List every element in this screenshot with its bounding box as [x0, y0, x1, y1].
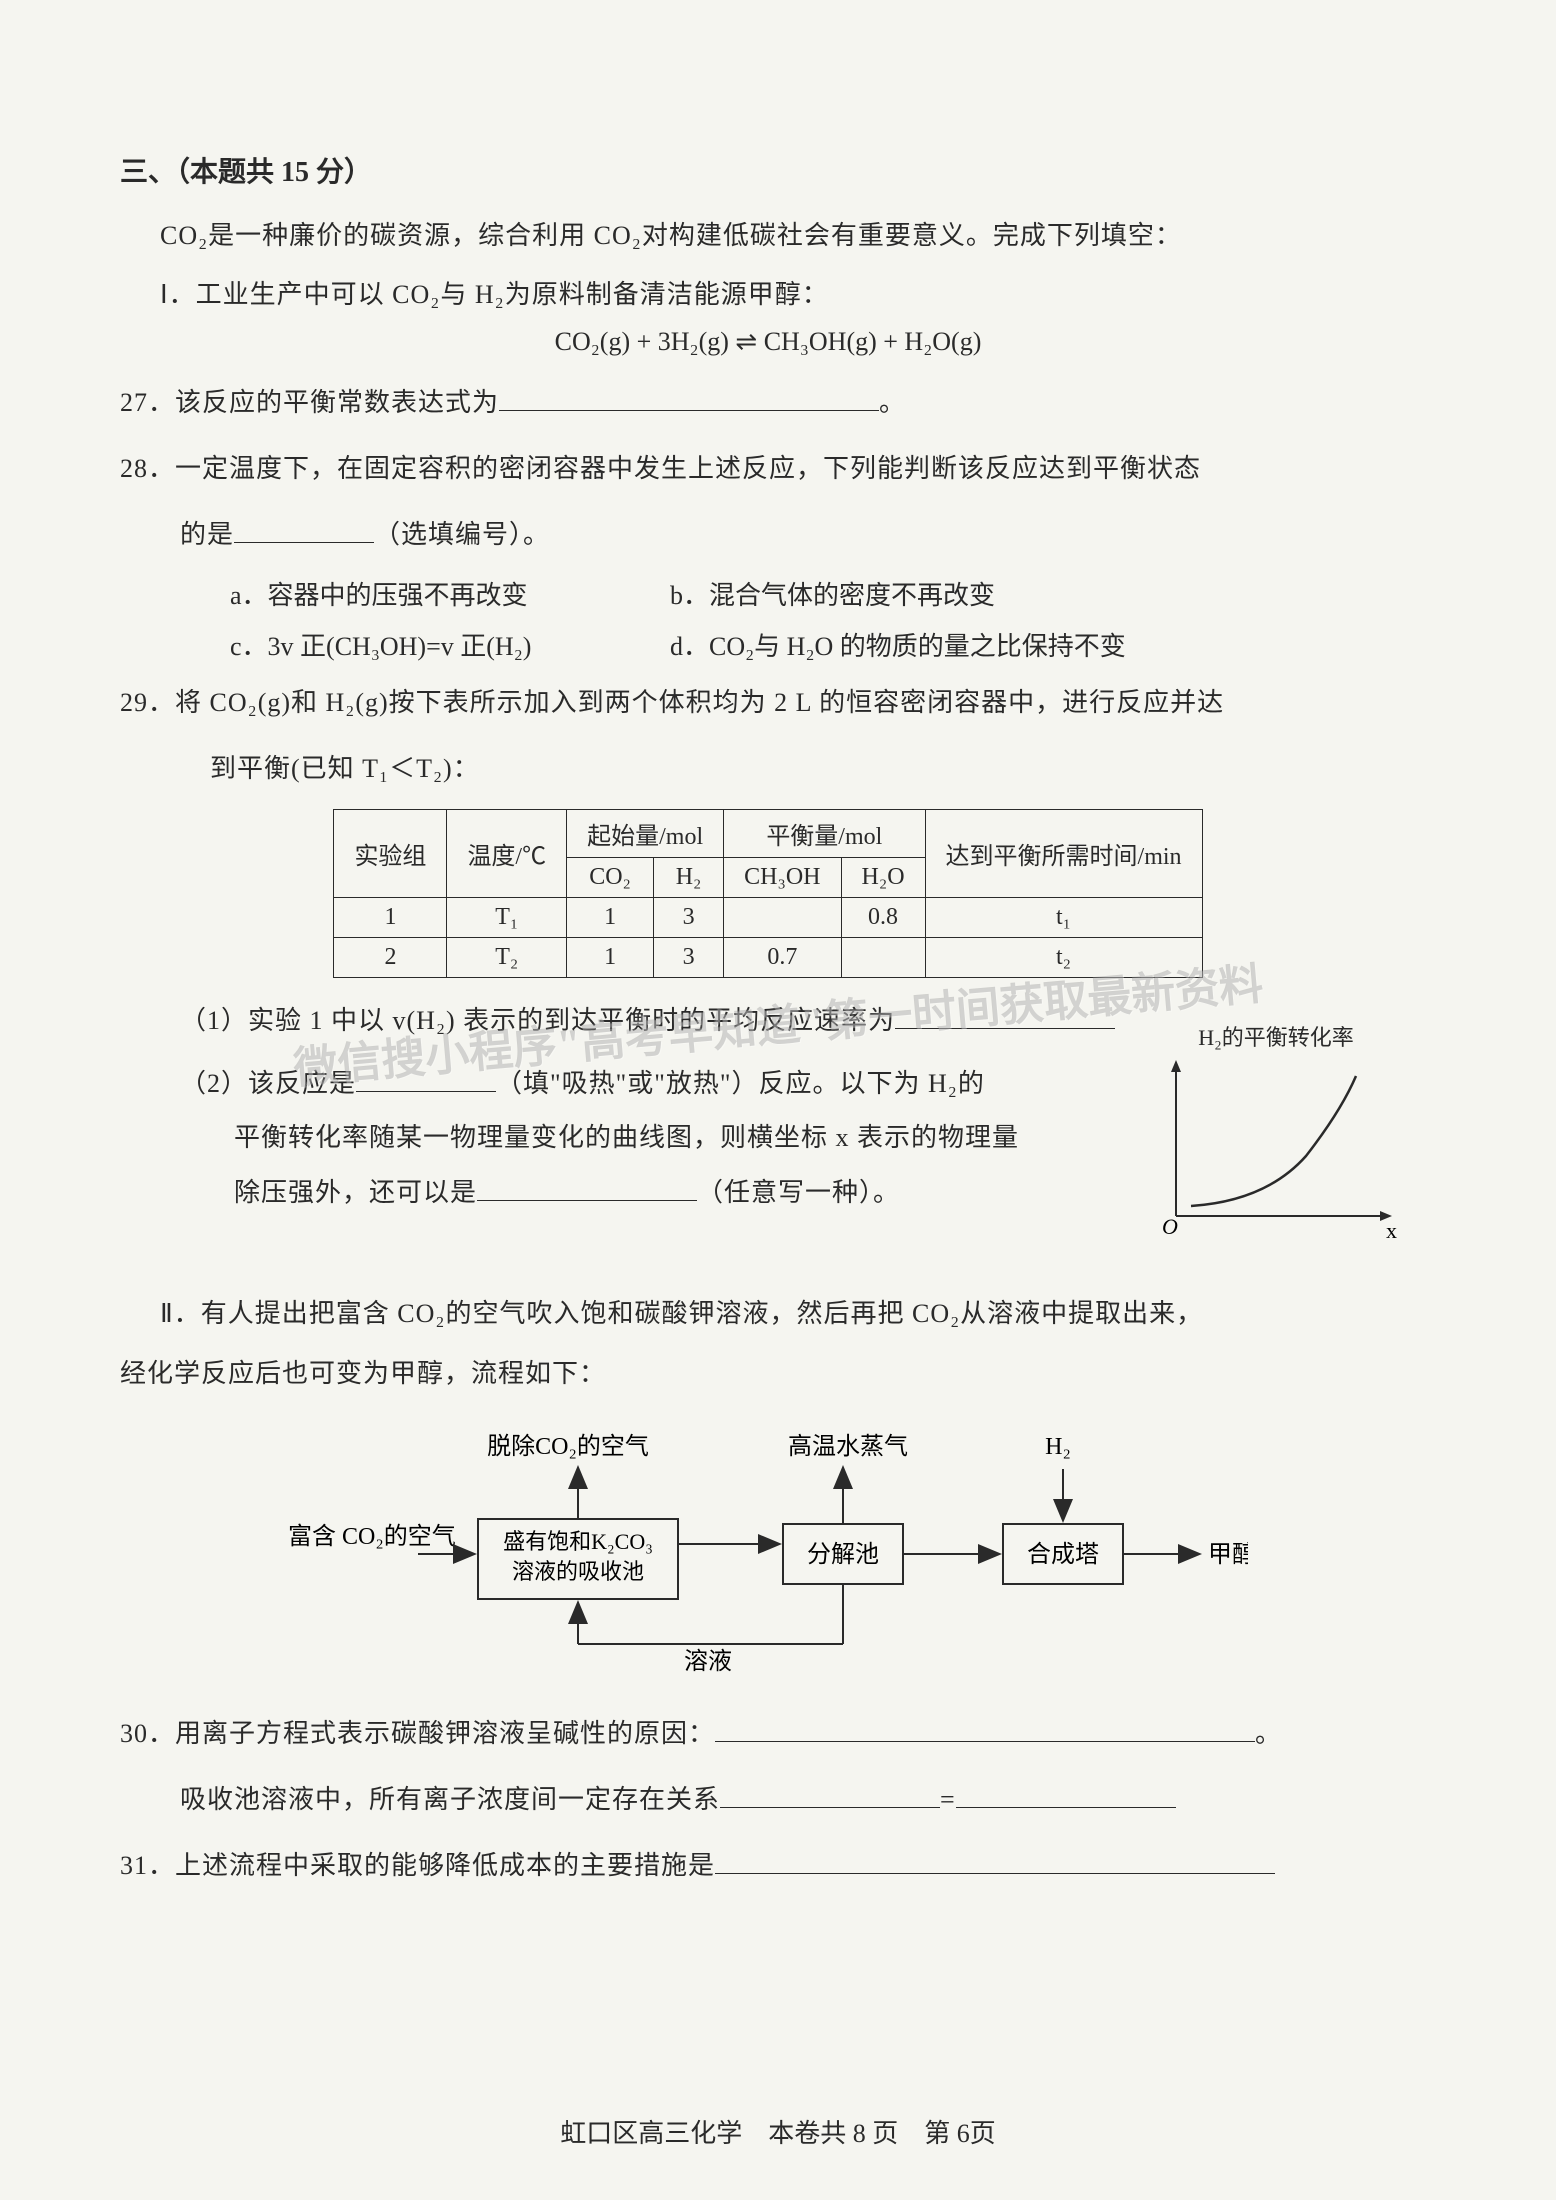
- table-row: 1 T₁ 1 3 0.8 t₁: [334, 898, 1202, 938]
- svg-text:盛有饱和K₂CO₃: 盛有饱和K₂CO₃: [503, 1529, 653, 1554]
- q29-sub2-text3: 除压强外，还可以是: [234, 1178, 477, 1207]
- question-30-line2: 吸收池溶液中，所有离子浓度间一定存在关系 =: [180, 1774, 1416, 1826]
- question-27: 27．该反应的平衡常数表达式为 。: [120, 377, 1416, 429]
- q28-hint: （选填编号）。: [374, 520, 550, 549]
- q27-blank[interactable]: [499, 387, 879, 411]
- q29-sub1-label: （1）: [180, 1006, 248, 1035]
- q29-sub2-text1: 该反应是: [248, 1069, 356, 1098]
- main-equation: CO₂(g) + 3H₂(g) ⇌ CH₃OH(g) + H₂O(g): [120, 327, 1416, 357]
- svg-text:溶液的吸收池: 溶液的吸收池: [512, 1559, 644, 1584]
- svg-text:分解池: 分解池: [807, 1541, 879, 1568]
- question-30: 30．用离子方程式表示碳酸钾溶液呈碱性的原因： 。: [120, 1708, 1416, 1760]
- q29-sub2-label: （2）: [180, 1069, 248, 1098]
- svg-text:O: O: [1162, 1214, 1178, 1239]
- svg-text:H₂: H₂: [1045, 1434, 1071, 1460]
- table-row: 2 T₂ 1 3 0.7 t₂: [334, 938, 1202, 978]
- th-co2: CO₂: [567, 858, 654, 898]
- q29-table: 实验组 温度/℃ 起始量/mol 平衡量/mol 达到平衡所需时间/min CO…: [333, 809, 1202, 978]
- q28-num: 28．: [120, 443, 175, 495]
- q30-eq: =: [940, 1785, 956, 1814]
- part1-title: Ⅰ．工业生产中可以 CO₂与 H₂为原料制备清洁能源甲醇：: [160, 274, 1416, 311]
- q27-end: 。: [879, 388, 906, 417]
- svg-text:脱除CO₂的空气: 脱除CO₂的空气: [487, 1433, 649, 1460]
- chart-svg: O x: [1146, 1056, 1406, 1246]
- question-28: 28．一定温度下，在固定容积的密闭容器中发生上述反应，下列能判断该反应达到平衡状…: [120, 443, 1416, 495]
- section-header: 三、（本题共 15 分）: [120, 150, 1416, 190]
- q31-num: 31．: [120, 1840, 175, 1892]
- q30-text1: 用离子方程式表示碳酸钾溶液呈碱性的原因：: [175, 1719, 715, 1748]
- svg-text:x: x: [1386, 1218, 1397, 1243]
- question-28-line2: 的是 （选填编号）。: [180, 509, 1416, 561]
- q28-options-row2: c．3v 正(CH₃OH)=v 正(H₂) d．CO₂与 H₂O 的物质的量之比…: [230, 626, 1416, 663]
- q30-num: 30．: [120, 1708, 175, 1760]
- part2-line2: 经化学反应后也可变为甲醇，流程如下：: [120, 1348, 1416, 1400]
- th-time: 达到平衡所需时间/min: [925, 810, 1202, 898]
- part2-title: Ⅱ．有人提出把富含 CO₂的空气吹入饱和碳酸钾溶液，然后再把 CO₂从溶液中提取…: [160, 1288, 1416, 1340]
- q28-options-row1: a．容器中的压强不再改变 b．混合气体的密度不再改变: [230, 575, 1416, 612]
- svg-text:甲醇: 甲醇: [1208, 1541, 1248, 1568]
- q27-num: 27．: [120, 377, 175, 429]
- q28-opt-a: a．容器中的压强不再改变: [230, 575, 670, 612]
- th-temp: 温度/℃: [447, 810, 567, 898]
- q28-text2: 的是: [180, 520, 234, 549]
- q28-blank[interactable]: [234, 519, 374, 543]
- q29-sub2: （2）该反应是 （填"吸热"或"放热"）反应。以下为 H₂的 平衡转化率随某一物理…: [180, 1057, 1080, 1221]
- q29-sub2-hint2: （任意写一种）。: [697, 1178, 900, 1207]
- q29-text2: 到平衡(已知 T₁＜T₂)：: [210, 754, 480, 783]
- q29-num: 29．: [120, 677, 175, 729]
- th-start: 起始量/mol: [567, 810, 724, 858]
- question-29: 29．将 CO₂(g)和 H₂(g)按下表所示加入到两个体积均为 2 L 的恒容…: [120, 677, 1416, 729]
- q30-blank2a[interactable]: [720, 1784, 940, 1808]
- h2-conversion-chart: H₂的平衡转化率 O x: [1146, 1020, 1406, 1251]
- q31-blank[interactable]: [715, 1850, 1275, 1874]
- question-31: 31．上述流程中采取的能够降低成本的主要措施是: [120, 1840, 1416, 1892]
- q30-blank1[interactable]: [715, 1718, 1255, 1742]
- process-flowchart: 脱除CO₂的空气 高温水蒸气 H₂ 富含 CO₂的空气 盛有饱和K₂CO₃ 溶液…: [288, 1424, 1248, 1684]
- th-ch3oh: CH₃OH: [724, 858, 841, 898]
- svg-text:富含 CO₂的空气: 富含 CO₂的空气: [288, 1523, 456, 1550]
- question-29-line2: 到平衡(已知 T₁＜T₂)：: [210, 743, 1416, 795]
- q28-text1: 一定温度下，在固定容积的密闭容器中发生上述反应，下列能判断该反应达到平衡状态: [175, 454, 1201, 483]
- th-exp: 实验组: [334, 810, 447, 898]
- q29-sub2-blank1[interactable]: [356, 1068, 496, 1092]
- svg-text:高温水蒸气: 高温水蒸气: [788, 1433, 908, 1460]
- q29-text1: 将 CO₂(g)和 H₂(g)按下表所示加入到两个体积均为 2 L 的恒容密闭容…: [175, 688, 1224, 717]
- q30-text2: 吸收池溶液中，所有离子浓度间一定存在关系: [180, 1785, 720, 1814]
- q29-sub2-blank2[interactable]: [477, 1177, 697, 1201]
- q30-blank2b[interactable]: [956, 1784, 1176, 1808]
- q28-opt-c: c．3v 正(CH₃OH)=v 正(H₂): [230, 626, 670, 663]
- intro-text: CO₂是一种廉价的碳资源，综合利用 CO₂对构建低碳社会有重要意义。完成下列填空…: [160, 210, 1416, 262]
- q29-sub1-blank[interactable]: [895, 1005, 1115, 1029]
- svg-text:合成塔: 合成塔: [1027, 1541, 1099, 1568]
- q31-text: 上述流程中采取的能够降低成本的主要措施是: [175, 1851, 715, 1880]
- th-h2: H₂: [654, 858, 724, 898]
- q29-sub1-text: 实验 1 中以 v(H₂) 表示的到达平衡时的平均反应速率为: [248, 1006, 895, 1035]
- q28-opt-d: d．CO₂与 H₂O 的物质的量之比保持不变: [670, 626, 1416, 663]
- q29-sub2-hint1: （填"吸热"或"放热"）反应。以下为 H₂的: [496, 1069, 985, 1098]
- q29-sub2-text2: 平衡转化率随某一物理量变化的曲线图，则横坐标 x 表示的物理量: [234, 1123, 1019, 1152]
- th-eq: 平衡量/mol: [724, 810, 925, 858]
- q30-end: 。: [1255, 1719, 1282, 1748]
- q27-text: 该反应的平衡常数表达式为: [175, 388, 499, 417]
- chart-y-label: H₂的平衡转化率: [1146, 1020, 1406, 1052]
- page-footer: 虹口区高三化学 本卷共 8 页 第 6页: [0, 2113, 1556, 2150]
- q28-opt-b: b．混合气体的密度不再改变: [670, 575, 1416, 612]
- svg-text:溶液: 溶液: [684, 1648, 732, 1675]
- th-h2o: H₂O: [841, 858, 925, 898]
